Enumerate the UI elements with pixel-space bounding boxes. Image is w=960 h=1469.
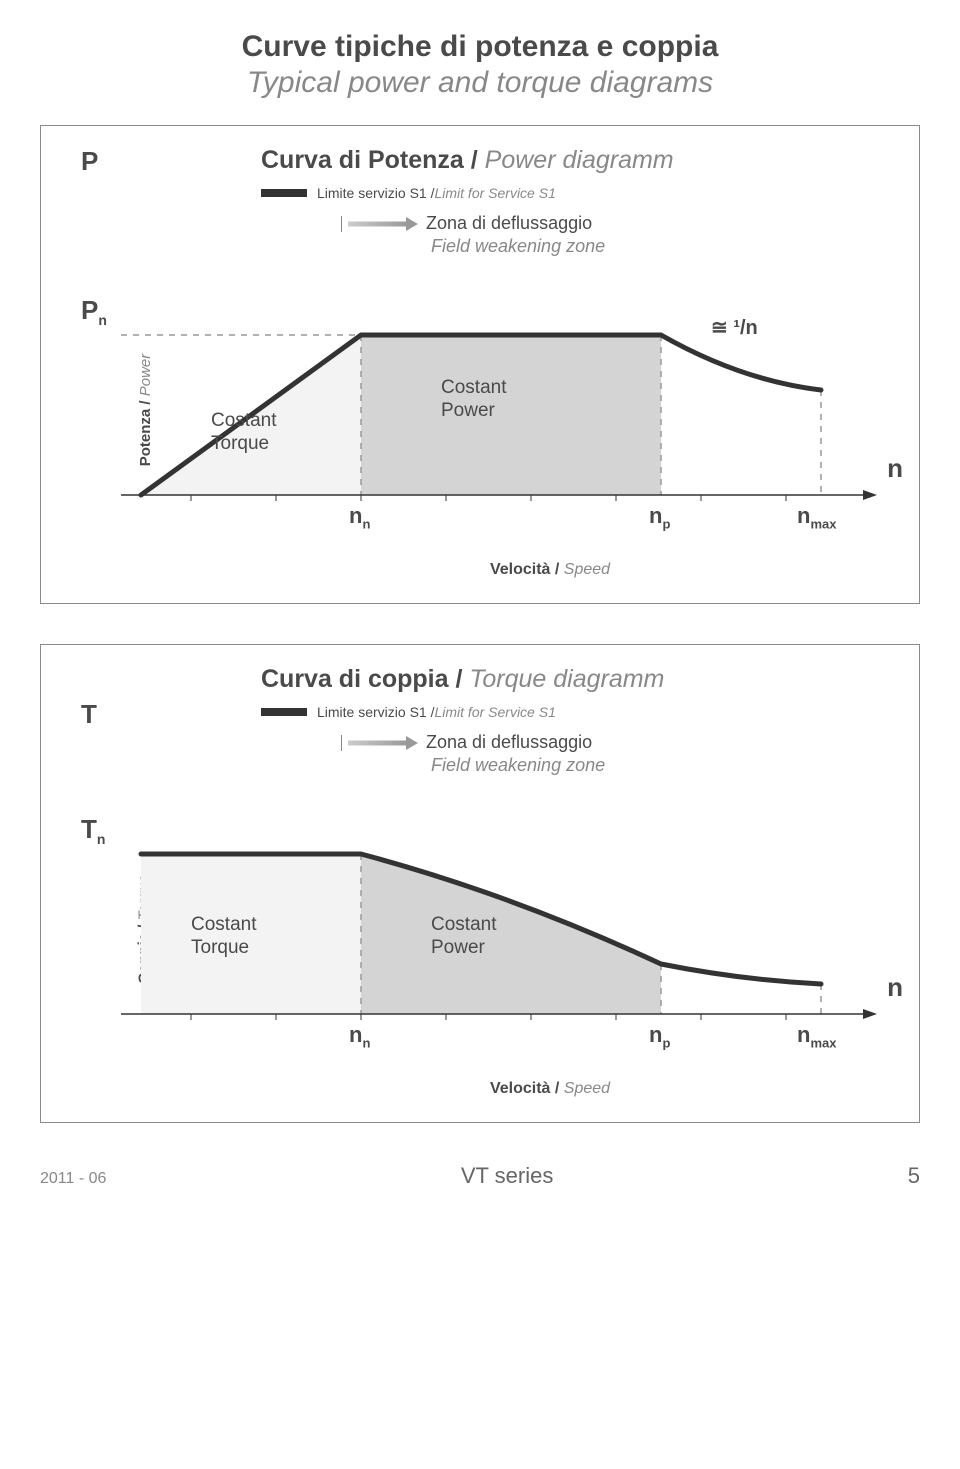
- power-chart-area: Potenza / Power Costant Torque Costant P…: [121, 295, 899, 525]
- power-pn-label: Pn: [81, 295, 121, 328]
- torque-region1-label: Costant Torque: [191, 914, 256, 960]
- torque-chart-title: Curva di coppia / Torque diagramm: [261, 665, 899, 694]
- torque-chart-area: Coppia / Torque Costant Torque Costant P…: [121, 814, 899, 1044]
- power-y-letter: P: [81, 146, 121, 267]
- power-zone-block: Zona di deflussaggio Field weakening zon…: [341, 213, 899, 257]
- zone-tick: [341, 735, 342, 751]
- zone-arrow-icon: [348, 220, 418, 228]
- power-approx-label: ≅ ¹/n: [711, 315, 758, 340]
- torque-tn-label: Tn: [81, 814, 121, 847]
- sub-title: Typical power and torque diagrams: [40, 66, 920, 100]
- power-n-end: n: [887, 453, 903, 484]
- power-tick-np: np: [649, 503, 670, 531]
- legend-swatch: [261, 189, 307, 197]
- power-x-axis-label-it: Velocità /: [490, 561, 564, 578]
- torque-region2-label: Costant Power: [431, 914, 496, 960]
- power-panel: P Curva di Potenza / Power diagramm Limi…: [40, 125, 920, 604]
- torque-tick-nmax: nmax: [797, 1022, 836, 1050]
- torque-x-axis-label-it: Velocità /: [490, 1080, 564, 1097]
- torque-tick-np: np: [649, 1022, 670, 1050]
- power-chart-title-it: Curva di Potenza /: [261, 146, 485, 174]
- torque-legend: Limite servizio S1 / Limit for Service S…: [261, 704, 899, 720]
- power-zone-it: Zona di deflussaggio: [426, 213, 592, 234]
- footer-center: VT series: [461, 1163, 554, 1189]
- torque-legend-en: Limit for Service S1: [434, 704, 555, 720]
- power-chart-title-en: Power diagramm: [485, 146, 674, 174]
- torque-zone-block: Zona di deflussaggio Field weakening zon…: [341, 732, 899, 776]
- zone-tick: [341, 216, 342, 232]
- torque-zone-it: Zona di deflussaggio: [426, 732, 592, 753]
- torque-x-axis-label: Velocità / Speed: [201, 1080, 899, 1098]
- power-legend-en: Limit for Service S1: [434, 185, 555, 201]
- power-x-axis-label-en: Speed: [564, 561, 610, 578]
- page-title-block: Curve tipiche di potenza e coppia Typica…: [40, 30, 920, 100]
- torque-chart-title-it: Curva di coppia /: [261, 665, 469, 693]
- power-zone-en: Field weakening zone: [431, 236, 899, 257]
- zone-arrow-icon: [348, 739, 418, 747]
- legend-swatch: [261, 708, 307, 716]
- footer-right: 5: [908, 1163, 920, 1189]
- torque-legend-it: Limite servizio S1 /: [317, 704, 434, 720]
- torque-panel: T Curva di coppia / Torque diagramm Limi…: [40, 644, 920, 1123]
- power-x-axis-label: Velocità / Speed: [201, 561, 899, 579]
- power-tick-nn: nn: [349, 503, 370, 531]
- torque-x-axis-label-en: Speed: [564, 1080, 610, 1097]
- power-region1-label: Costant Torque: [211, 410, 276, 456]
- torque-tick-nn: nn: [349, 1022, 370, 1050]
- torque-y-letter: T: [81, 699, 121, 786]
- power-tick-nmax: nmax: [797, 503, 836, 531]
- footer-left: 2011 - 06: [40, 1170, 106, 1188]
- power-chart-title: Curva di Potenza / Power diagramm: [261, 146, 899, 175]
- power-legend: Limite servizio S1 / Limit for Service S…: [261, 185, 899, 201]
- main-title: Curve tipiche di potenza e coppia: [40, 30, 920, 64]
- page-footer: 2011 - 06 VT series 5: [40, 1163, 920, 1189]
- power-legend-it: Limite servizio S1 /: [317, 185, 434, 201]
- torque-n-end: n: [887, 972, 903, 1003]
- torque-zone-en: Field weakening zone: [431, 755, 899, 776]
- torque-chart-title-en: Torque diagramm: [469, 665, 664, 693]
- power-region2-label: Costant Power: [441, 377, 506, 423]
